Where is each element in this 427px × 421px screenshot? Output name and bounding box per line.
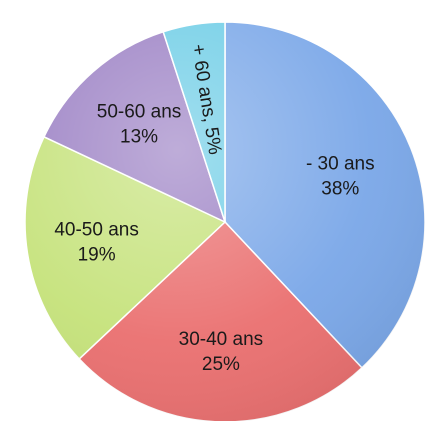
slice-value-30-ans: 38%	[321, 178, 359, 199]
slice-label-30-40-ans: 30-40 ans	[179, 329, 264, 350]
slice-value-30-40-ans: 25%	[202, 354, 240, 375]
slice-label-50-60-ans: 50-60 ans	[97, 102, 182, 123]
slice-value-50-60-ans: 13%	[120, 127, 158, 148]
slice-label-40-50-ans: 40-50 ans	[54, 219, 139, 240]
slice-value-40-50-ans: 19%	[78, 244, 116, 265]
slice-label-30-ans: - 30 ans	[306, 153, 375, 174]
